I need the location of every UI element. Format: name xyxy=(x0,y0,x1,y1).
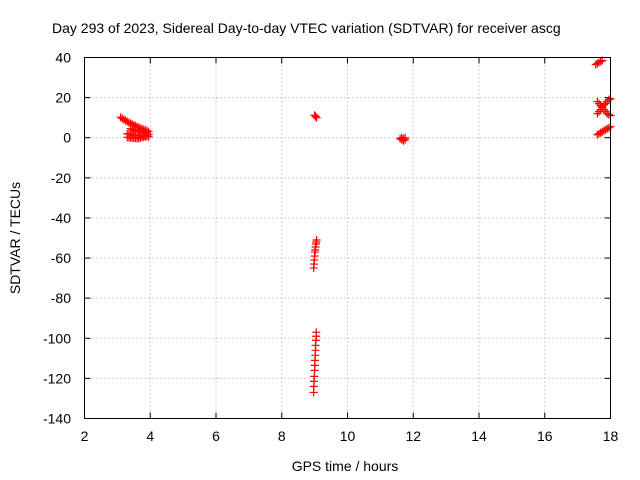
data-point xyxy=(312,328,321,337)
x-tick-label: 14 xyxy=(471,428,487,444)
y-tick-label: 20 xyxy=(55,90,71,106)
y-tick-label: -20 xyxy=(51,170,71,186)
plot-frame xyxy=(84,57,611,419)
x-tick-label: 18 xyxy=(603,428,619,444)
x-tick-label: 10 xyxy=(340,428,356,444)
x-tick-label: 4 xyxy=(146,428,154,444)
data-point xyxy=(601,99,610,108)
data-points xyxy=(116,56,615,397)
y-tick-label: -100 xyxy=(43,330,71,346)
data-point xyxy=(604,110,613,119)
x-tick-labels: 2 4 6 8 10 12 14 16 18 xyxy=(81,428,619,444)
data-point xyxy=(604,95,613,104)
y-axis-label: SDTVAR / TECUs xyxy=(7,182,23,294)
y-tick-labels: -140 -120 -100 -80 -60 -40 -20 0 20 40 xyxy=(43,50,71,427)
data-point xyxy=(603,109,612,118)
data-point xyxy=(594,129,603,138)
data-point xyxy=(596,57,605,66)
data-point xyxy=(124,118,133,127)
data-point xyxy=(593,59,602,68)
y-tick-label: -120 xyxy=(43,370,71,386)
grid-lines xyxy=(84,57,611,419)
chart-title: Day 293 of 2023, Sidereal Day-to-day VTE… xyxy=(52,20,561,36)
x-tick-label: 2 xyxy=(81,428,89,444)
x-tick-label: 16 xyxy=(537,428,553,444)
data-point xyxy=(144,132,153,141)
data-point xyxy=(134,134,143,143)
data-point xyxy=(312,236,321,245)
y-tick-label: -60 xyxy=(51,250,71,266)
data-point xyxy=(121,116,130,125)
data-point xyxy=(603,124,612,133)
data-point xyxy=(142,132,151,141)
y-tick-label: -80 xyxy=(51,290,71,306)
y-tick-label: -140 xyxy=(43,411,71,427)
data-point xyxy=(604,123,613,132)
data-point xyxy=(119,115,128,124)
data-point xyxy=(594,107,603,116)
data-point xyxy=(123,117,132,126)
data-point xyxy=(594,58,603,67)
data-point xyxy=(601,125,610,134)
y-tick-label: -40 xyxy=(51,210,71,226)
x-tick-label: 6 xyxy=(212,428,220,444)
data-point xyxy=(399,134,408,143)
x-tick-label: 12 xyxy=(405,428,421,444)
data-point xyxy=(311,112,320,121)
x-tick-label: 8 xyxy=(278,428,286,444)
data-point xyxy=(593,97,602,106)
data-point xyxy=(593,109,602,118)
data-point xyxy=(599,126,608,135)
y-tick-label: 0 xyxy=(63,130,71,146)
data-point xyxy=(593,130,602,139)
y-tick-label: 40 xyxy=(55,50,71,66)
x-axis-label: GPS time / hours xyxy=(292,458,399,474)
data-point xyxy=(598,127,607,136)
data-point xyxy=(591,60,600,69)
data-point xyxy=(596,128,605,137)
data-point xyxy=(312,113,321,122)
data-point xyxy=(401,133,410,142)
